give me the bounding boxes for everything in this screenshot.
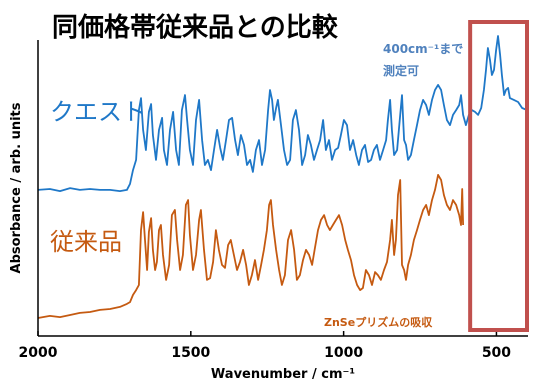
x-tick-label: 500: [482, 345, 511, 361]
chart-title: 同価格帯従来品との比較: [52, 12, 339, 43]
annotation-measurable-range: 400cm⁻¹まで: [383, 42, 463, 56]
annotation-measurable: 測定可: [383, 63, 419, 78]
highlight-box: [468, 20, 529, 332]
series-label-conventional: 従来品: [50, 228, 122, 256]
x-tick-label: 1500: [171, 345, 210, 361]
series-line-0: [37, 35, 528, 192]
x-axis-label: Wavenumber / cm⁻¹: [211, 367, 355, 382]
series-layer: [37, 35, 528, 319]
x-tick-label: 1000: [324, 345, 363, 361]
annotation-znse-absorption: ZnSeプリズムの吸収: [324, 315, 433, 329]
x-ticks: 2000 1500 1000 500: [19, 331, 511, 361]
series-label-quest: クエスト: [50, 98, 146, 126]
series-line-1: [37, 174, 464, 319]
y-axis-label: Absorbance / arb. units: [9, 102, 24, 273]
x-tick-label: 2000: [19, 345, 58, 361]
